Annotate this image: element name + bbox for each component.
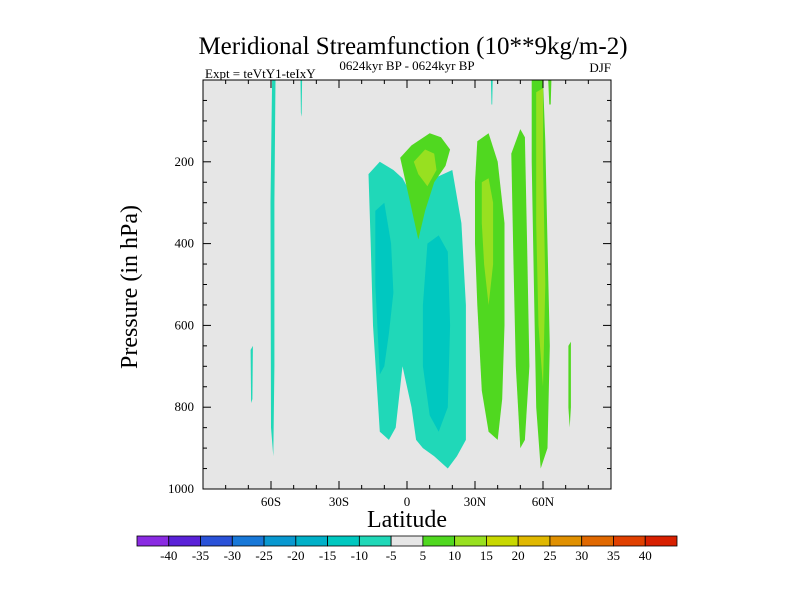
colorbar-label: -25 <box>255 548 272 563</box>
x-tick-label: 60S <box>261 494 281 509</box>
colorbar-swatch <box>327 535 360 547</box>
y-tick-label: 800 <box>175 399 195 414</box>
y-axis-label: Pressure (in hPa) <box>117 205 143 369</box>
y-tick-label: 400 <box>175 236 195 251</box>
region-nh-green-20n <box>400 133 451 240</box>
colorbar-label: -40 <box>160 548 177 563</box>
chart-subtitle: 0624kyr BP - 0624kyr BP <box>339 58 474 73</box>
region-tropical-blue-right <box>422 235 451 432</box>
experiment-label: Expt = teVtY1-teIxY <box>205 66 316 81</box>
colorbar-label: -5 <box>386 548 397 563</box>
colorbar-swatch <box>168 535 201 547</box>
season-label: DJF <box>589 60 611 75</box>
colorbar-swatch <box>581 535 614 547</box>
contour-regions <box>250 80 571 469</box>
colorbar-label: -15 <box>319 548 336 563</box>
colorbar-swatch <box>517 535 551 547</box>
colorbar-label: -30 <box>224 548 241 563</box>
colorbar-label: 30 <box>575 548 588 563</box>
colorbar-labels: -40 -35 -30 -25 -20 -15 -10 -5 5 10 15 20 25 30 35 40 <box>160 548 652 563</box>
colorbar-swatch <box>200 535 233 547</box>
colorbar-swatch <box>263 535 297 547</box>
colorbar-swatch <box>295 535 328 547</box>
region-tropical-blue-left <box>375 202 394 375</box>
colorbar-label: 15 <box>480 548 493 563</box>
colorbar-swatch <box>549 535 583 547</box>
region-spike-50s-cyan <box>300 80 303 117</box>
colorbar-label: 5 <box>420 548 427 563</box>
region-nh-yellowgreen-20n <box>413 149 437 187</box>
colorbar-swatch <box>613 535 646 547</box>
x-tick-label: 30N <box>464 494 487 509</box>
colorbar-swatch <box>486 535 519 547</box>
region-spike-72n-green <box>568 341 571 428</box>
axis-ticks <box>202 79 612 490</box>
colorbar-swatch <box>644 535 678 547</box>
region-spike-70s-cyan <box>250 345 253 404</box>
region-spike-37n-cyan <box>490 80 493 105</box>
x-tick-label: 0 <box>404 494 411 509</box>
region-band-60s-cyan <box>270 80 276 457</box>
region-nh-yellowgreen-60n <box>536 88 546 387</box>
colorbar-label: 40 <box>639 548 652 563</box>
y-tick-label: 200 <box>175 154 195 169</box>
region-nh-green-tall <box>511 129 530 449</box>
x-tick-label: 30S <box>329 494 349 509</box>
colorbar-label: -20 <box>287 548 304 563</box>
x-tick-labels: 60S 30S 0 30N 60N <box>261 494 555 509</box>
region-spike-62n-green <box>548 80 552 105</box>
colorbar-swatch <box>136 535 170 547</box>
x-axis-label: Latitude <box>367 507 447 533</box>
colorbar-swatch <box>390 535 424 547</box>
colorbar-swatch <box>422 535 456 547</box>
colorbar-label: 10 <box>448 548 461 563</box>
colorbar-label: 25 <box>543 548 556 563</box>
chart-title: Meridional Streamfunction (10**9kg/m-2) <box>198 33 627 60</box>
x-tick-label: 60N <box>532 494 555 509</box>
colorbar-swatch <box>454 535 487 547</box>
y-tick-labels: 200 400 600 800 1000 <box>168 154 194 496</box>
y-tick-label: 1000 <box>168 481 194 496</box>
colorbar-label: -10 <box>351 548 368 563</box>
colorbar-label: -35 <box>192 548 209 563</box>
colorbar-label: 20 <box>512 548 525 563</box>
y-tick-label: 600 <box>175 317 195 332</box>
colorbar-label: 35 <box>607 548 620 563</box>
colorbar-swatch <box>231 535 265 547</box>
colorbar-swatch <box>358 535 392 547</box>
colorbar <box>136 535 678 547</box>
region-nh-yellowgreen-35n <box>481 178 494 305</box>
